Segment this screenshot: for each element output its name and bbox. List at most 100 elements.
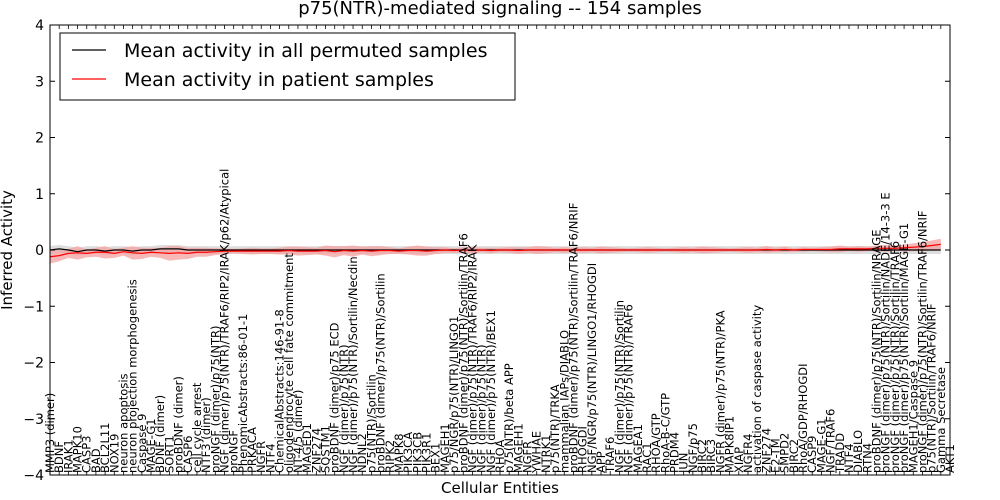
category-label: RhoA-B-C/GTP [658,393,672,473]
category-label: NGFR (dimer)/p75(NTR)/PKA [713,310,727,473]
bands [50,238,941,264]
category-label: proNGF (dimer)/p75(NTR)/Sortilin/NADE/14… [879,192,893,473]
category-label: E2-TM [769,438,783,473]
category-label: BIRC3 [704,439,718,473]
category-label: MAGE-G1 [144,418,158,473]
category-label: NGF (dimer)/p75(NTR)/TRAF6/RIP2/IRAK/p62… [217,169,231,473]
category-label: MAGEH1 [438,423,452,473]
category-label: MAGED1 [300,423,314,473]
category-label: RTN4 [860,443,874,473]
category-label: SORT1 [162,435,176,473]
category-labels: MMP3 (dimer)BDNFIRAK1MAPK10CASP3BADBCL2L… [43,169,957,474]
category-label: PRKACA [245,427,259,473]
category-label: APP [594,451,608,473]
x-axis-label: Cellular Entities [441,479,559,497]
category-label: SMPD2 [778,433,792,473]
category-label: proNGF (dimer)/p75(NTR) [208,326,222,473]
category-label: BCL2L11 [98,423,112,473]
category-label: neuron apoptosis [116,373,130,473]
legend: Mean activity in all permuted samples Me… [59,32,516,101]
category-label: NGFR [254,441,268,473]
category-label: proBDNF (dimer)/p75(NTR)/Sortilin/TRAF6 [456,233,470,473]
category-label: MAPK10 [71,426,85,473]
category-label: PIK3CA [401,432,415,473]
category-label: TRADD [833,433,847,474]
category-label: cell cycle arrest [190,382,204,473]
category-label: NGF (dimer)/p75(NTR)/TRAF6/RIP2/IRAK [465,244,479,473]
category-label: MAGEA1 [631,424,645,473]
category-label: ChemicalAbstracts:146-91-8 [273,309,287,473]
category-label: MAGEH1/Caspase 9 [906,360,920,473]
y-axis-label: Inferred Activity [0,190,16,310]
y-tick-label: 3 [35,74,44,90]
category-label: PIK3CB [410,432,424,473]
x-axis [49,25,951,475]
category-label: activation of caspase activity [750,305,764,473]
category-label: XIAP [732,447,746,473]
category-label: MAPK8IP1 [723,416,737,473]
category-label: proNGF (dimer)/p75(NTR)/Sortilin/TRAF6/N… [915,211,929,473]
category-label: Gamma Secretase [934,367,948,473]
category-label: BEX1 [429,443,443,473]
category-label: CASP9 [805,436,819,473]
category-label: proNGF (dimer)/p75(NTR)/Sortilin/TRAF6 [888,241,902,473]
category-label: RIPK2 [383,440,397,473]
chart-title: p75(NTR)-mediated signaling -- 154 sampl… [298,0,702,19]
category-label: MAPK8 [392,433,406,473]
legend-label-permuted: Mean activity in all permuted samples [124,40,487,62]
category-label: ZNF274 [759,428,773,473]
series-lines [49,243,941,258]
category-label: NGF (dimer)/p75(NTR)/Sortilin/Necdin [346,256,360,473]
y-axis: −4 −3 −2 −1 0 1 2 3 4 [23,18,950,484]
category-label: PIK3R1 [420,433,434,474]
category-label: MAGEH1 [511,423,525,473]
category-label: RHOGDI [576,426,590,473]
category-label: Caspase 9 [135,414,149,473]
category-label: proBDNF (dimer)/p75 ECD [328,322,342,473]
category-label: p75(NTR)/Sortilin [364,374,378,473]
category-label: proBDNF (dimer) [172,376,186,473]
category-label: DIABLO [851,430,865,473]
category-label: oligodendrocyte cell fate commitment [282,253,296,473]
category-label: NGF (dimer)/p75(NTR) [475,344,489,473]
category-label: NGF/p75 [686,423,700,473]
category-label: NTF4 [842,443,856,473]
category-label: NGF/TRAF6 [824,409,838,473]
category-label: NTF4 [263,443,277,473]
legend-label-patient: Mean activity in patient samples [124,69,434,91]
y-tick-label: 0 [35,243,44,259]
category-label: proNGF (dimer)/p75(NTR)/Sortilin/MAGE-G1 [897,223,911,473]
category-label: JUN [677,453,691,474]
category-label: CASP6 [181,436,195,473]
category-label: NOX19 [107,434,121,473]
patient-band [50,238,941,264]
category-label: p75(NTR)/beta APP [502,363,516,473]
category-label: NGF (dimer)/p75(NTR)/Sortilin [612,300,626,473]
category-label: NGF (dimer)/p75(NTR)/TRAF6 [622,304,636,473]
category-label: PRDM4 [667,432,681,473]
category-label: mammalian IAPs/DIABLO [557,330,571,473]
series-line-patient [49,243,941,258]
y-tick-label: 2 [35,131,44,147]
category-label: BDNF (dimer) [153,395,167,473]
category-label: RhoA/GDP/RHOGDI [796,364,810,473]
category-label: MAGE-G1 [814,418,828,473]
category-label: NGF (dimer)/p75(NTR) [337,344,351,473]
y-tick-label: −1 [23,299,44,315]
category-label: proBDNF (dimer)/p75(NTR)/Sortilin [374,273,388,473]
category-label: PhenomicAbstracts:86-01-1 [236,314,250,473]
category-label: RHOA [493,440,507,473]
category-label: SQSTM1 [319,425,333,473]
category-label: NGFR4 [741,434,755,473]
category-label: TRAF6 [603,437,617,474]
y-tick-label: 4 [35,18,44,34]
category-label: neuron projection morphogenesis [126,279,140,473]
category-label: proBDNF (dimer)/p75(NTR)/Sortilin/TRAF6/… [566,203,580,473]
category-label: NTF3 (dimer) [199,397,213,473]
category-label: IRAK1 [61,439,75,473]
category-label: RHOA/GTP [649,413,663,473]
y-tick-label: −2 [23,356,44,372]
category-label: p75/NGR/p75(NTR)/LINGO1 [447,316,461,473]
category-label: NGF/NGR/p75(NTR)/LINGO1/RHOGDI [585,263,599,473]
